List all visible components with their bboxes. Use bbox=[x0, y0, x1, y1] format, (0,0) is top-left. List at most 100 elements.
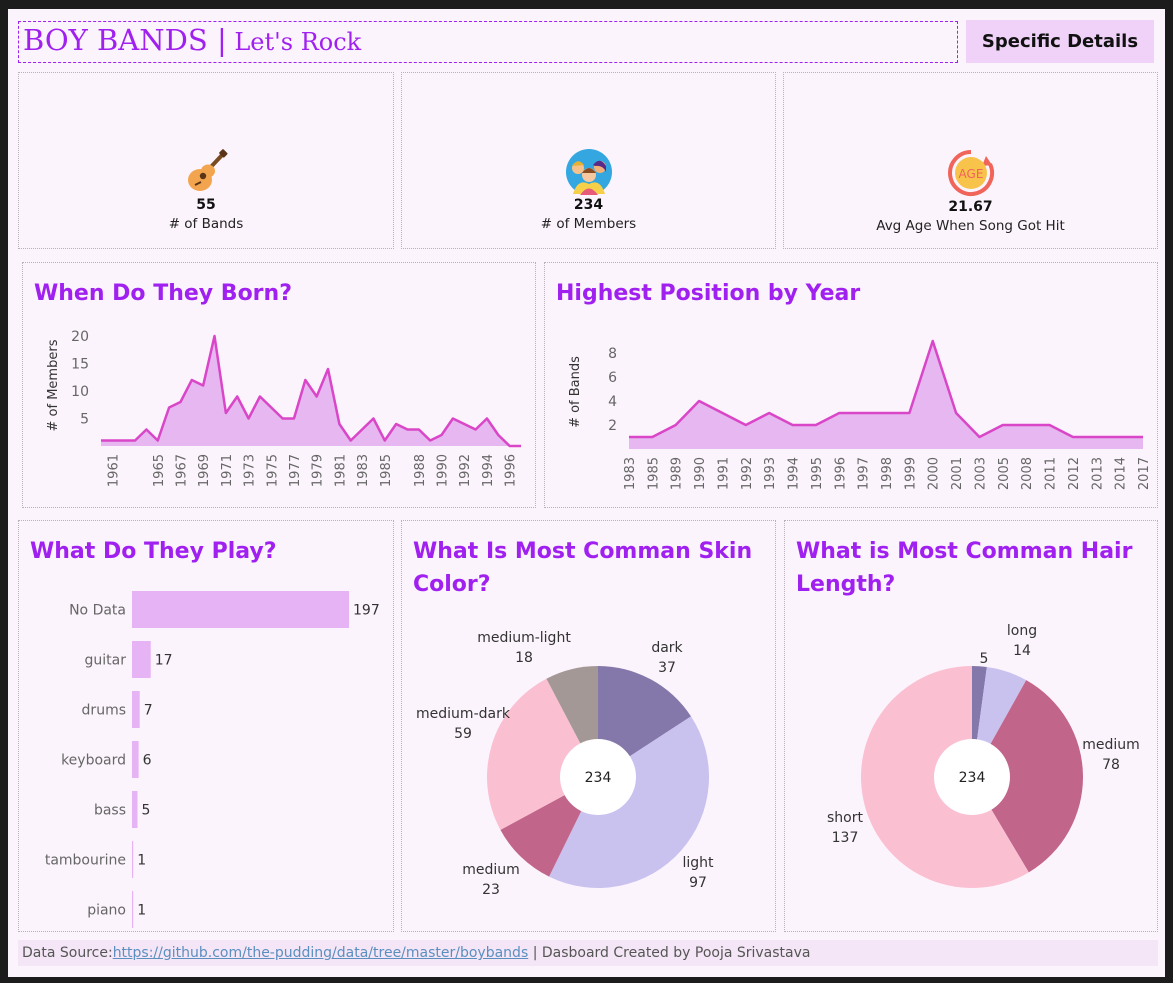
x-tick-label: 2001 bbox=[950, 457, 965, 490]
slice-value: 18 bbox=[515, 650, 533, 666]
x-tick-label: 2014 bbox=[1114, 457, 1129, 490]
kpi-value: 234 bbox=[573, 197, 604, 213]
y-tick-label: 10 bbox=[71, 384, 89, 400]
kpi-age: AGE 21.67 Avg Age When Song Got Hit bbox=[783, 72, 1158, 249]
x-tick-label: 1983 bbox=[623, 457, 638, 490]
hair-panel: What is Most Comman Hair Length? 234 5 long… bbox=[784, 520, 1158, 932]
skin-panel: What Is Most Comman Skin Color? 234 dark 37… bbox=[401, 520, 776, 932]
people-icon bbox=[565, 149, 612, 195]
x-tick-label: 1995 bbox=[810, 457, 825, 490]
slice-label: medium-light bbox=[477, 630, 571, 646]
bar-category-label: piano bbox=[87, 903, 126, 919]
slice-label: medium bbox=[462, 862, 520, 878]
donut-hole bbox=[934, 739, 1010, 815]
y-tick-label: 20 bbox=[71, 329, 89, 345]
bar-category-label: guitar bbox=[85, 653, 127, 669]
born-title: When Do They Born? bbox=[34, 281, 292, 306]
slice-value: 59 bbox=[454, 726, 472, 742]
kpi-value: 55 bbox=[196, 197, 216, 213]
slice-value: 23 bbox=[482, 882, 500, 898]
title-box: BOY BANDS | Let's Rock bbox=[18, 21, 958, 63]
bar-value-label: 17 bbox=[155, 653, 173, 669]
slice-value: 5 bbox=[980, 651, 989, 667]
bar-tambourine bbox=[132, 841, 134, 878]
x-tick-label: 2011 bbox=[1044, 457, 1059, 490]
x-tick-label: 2017 bbox=[1137, 457, 1152, 490]
x-tick-label: 1994 bbox=[481, 454, 496, 487]
hair-title: What is Most Comman Hair Length? bbox=[796, 539, 1133, 597]
slice-label: long bbox=[1007, 623, 1037, 639]
specific-details-button[interactable]: Specific Details bbox=[966, 20, 1154, 63]
pie-slice-light bbox=[549, 716, 709, 888]
bar-category-label: tambourine bbox=[45, 853, 126, 869]
x-tick-label: 1971 bbox=[220, 454, 235, 487]
bar-drums bbox=[132, 691, 140, 728]
y-tick-label: 5 bbox=[80, 412, 89, 428]
x-tick-label: 1992 bbox=[740, 457, 755, 490]
slice-label: dark bbox=[651, 640, 683, 656]
x-tick-label: 1973 bbox=[243, 454, 258, 487]
bar-category-label: keyboard bbox=[61, 753, 126, 769]
guitar-icon bbox=[188, 149, 228, 191]
x-tick-label: 1989 bbox=[670, 457, 685, 490]
bar-value-label: 1 bbox=[137, 853, 146, 869]
donut-total: 234 bbox=[959, 770, 986, 786]
x-tick-label: 1993 bbox=[763, 457, 778, 490]
x-tick-label: 1999 bbox=[903, 457, 918, 490]
x-tick-label: 1996 bbox=[833, 457, 848, 490]
position-chart: 2 4 6 8 1983 1985 1989 1990 1991 1992 1993 1994 1995… bbox=[568, 339, 1152, 490]
x-tick-label: 1996 bbox=[504, 454, 519, 487]
pie-slice-medium-dark bbox=[487, 678, 598, 830]
position-title: Highest Position by Year bbox=[556, 281, 861, 306]
kpi-label: # of Members bbox=[540, 216, 637, 232]
area-fill bbox=[101, 336, 521, 446]
y-tick-label: 6 bbox=[608, 370, 617, 386]
play-chart: No Data 197 guitar 17 drums 7 keyboard 6 bass 5 ta… bbox=[45, 591, 380, 928]
bar-piano bbox=[132, 891, 134, 928]
bar-value-label: 197 bbox=[353, 603, 380, 619]
x-tick-label: 1981 bbox=[333, 454, 348, 487]
data-source-link[interactable]: https://github.com/the-pudding/data/tree… bbox=[112, 945, 529, 961]
hair-chart: 234 5 long 14 medium 78 short 137 bbox=[827, 623, 1140, 888]
x-tick-label: 2008 bbox=[1020, 457, 1035, 490]
bar-category-label: bass bbox=[94, 803, 126, 819]
kpi-label: Avg Age When Song Got Hit bbox=[876, 218, 1065, 234]
bar-value-label: 7 bbox=[144, 703, 153, 719]
x-tick-label: 1965 bbox=[152, 454, 167, 487]
y-tick-label: 2 bbox=[608, 418, 617, 434]
slice-label: medium-dark bbox=[416, 706, 511, 722]
bar-keyboard bbox=[132, 741, 139, 778]
dashboard: BOY BANDS | Let's Rock Specific Details … bbox=[8, 9, 1165, 977]
footer-prefix: Data Source: bbox=[22, 945, 113, 961]
x-tick-label: 1990 bbox=[436, 454, 451, 487]
bar-bass bbox=[132, 791, 138, 828]
footer-suffix: | Dasboard Created by Pooja Srivastava bbox=[528, 945, 811, 961]
x-tick-label: 1975 bbox=[265, 454, 280, 487]
y-tick-label: 8 bbox=[608, 346, 617, 362]
kpi-members: 234 # of Members bbox=[401, 72, 776, 249]
dashboard-title: BOY BANDS | Let's Rock bbox=[23, 23, 362, 57]
x-tick-label: 1969 bbox=[197, 454, 212, 487]
kpi-value: 21.67 bbox=[948, 199, 993, 215]
x-tick-label: 1990 bbox=[693, 457, 708, 490]
x-tick-label: 2000 bbox=[927, 457, 942, 490]
area-fill bbox=[629, 341, 1143, 449]
bar-value-label: 1 bbox=[137, 903, 146, 919]
bar-category-label: drums bbox=[82, 703, 126, 719]
x-tick-label: 1985 bbox=[379, 454, 394, 487]
kpi-label: # of Bands bbox=[168, 216, 244, 232]
x-tick-label: 1988 bbox=[413, 454, 428, 487]
x-tick-label: 1961 bbox=[106, 454, 121, 487]
x-tick-label: 1998 bbox=[880, 457, 895, 490]
bar-guitar bbox=[132, 641, 151, 678]
slice-value: 78 bbox=[1102, 757, 1120, 773]
donut-hole bbox=[560, 739, 636, 815]
x-tick-label: 2012 bbox=[1067, 457, 1082, 490]
slice-value: 37 bbox=[658, 660, 676, 676]
y-axis-label: # of Bands bbox=[568, 356, 583, 428]
x-tick-label: 1967 bbox=[174, 454, 189, 487]
donut-total: 234 bbox=[585, 770, 612, 786]
bar-category-label: No Data bbox=[69, 603, 126, 619]
born-panel: When Do They Born? 5 10 15 20 1961 1965 1967 19… bbox=[22, 262, 536, 508]
kpi-bands: 55 # of Bands bbox=[18, 72, 394, 249]
